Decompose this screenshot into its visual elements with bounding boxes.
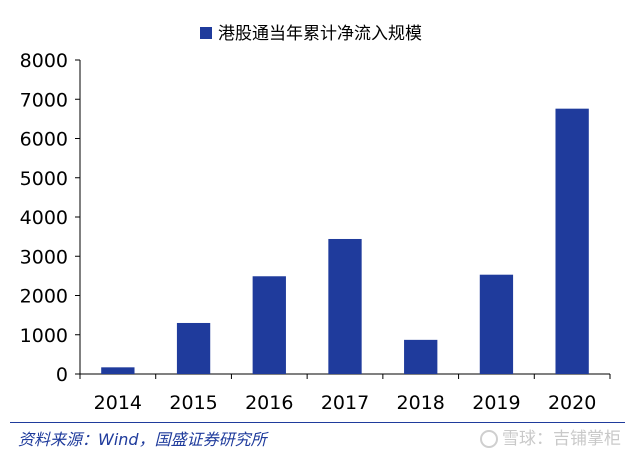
bar-2016: [252, 276, 286, 374]
y-tick-label: 5000: [20, 168, 68, 190]
watermark: 雪球：吉铺掌柜: [480, 424, 621, 449]
y-tick-label: 4000: [20, 207, 68, 229]
bar-2014: [101, 367, 135, 374]
x-tick-label: 2016: [245, 392, 293, 414]
y-axis: 0 1000 2000 3000 4000 5000 6000 7000 8000: [20, 50, 81, 386]
bar-2018: [404, 339, 438, 374]
bar-chart: 港股通当年累计净流入规模 0 1000 2000 3000 4000 5000 6000 70…: [20, 24, 611, 414]
x-tick-label: 2019: [472, 392, 520, 414]
bar-2020: [555, 108, 589, 375]
x-tick-label: 2014: [94, 392, 142, 414]
x-tick-label: 2017: [321, 392, 369, 414]
bars: [101, 108, 589, 375]
bar-2015: [176, 322, 211, 374]
y-tick-label: 8000: [20, 50, 68, 72]
source-note: 资料来源：Wind，国盛证券研究所: [18, 430, 267, 449]
x-tick-label: 2020: [548, 392, 596, 414]
legend-swatch: [200, 27, 212, 39]
legend-label: 港股通当年累计净流入规模: [218, 24, 422, 44]
y-tick-label: 0: [56, 364, 68, 386]
bar-2017: [328, 238, 362, 374]
x-tick-label: 2018: [397, 392, 445, 414]
watermark-text: 雪球：吉铺掌柜: [502, 429, 621, 449]
y-tick-label: 2000: [20, 286, 68, 308]
y-tick-label: 6000: [20, 129, 68, 151]
bar-2019: [479, 274, 514, 374]
footer-divider: [10, 422, 625, 423]
y-tick-label: 3000: [20, 246, 68, 268]
y-tick-label: 1000: [20, 325, 68, 347]
legend: 港股通当年累计净流入规模: [200, 24, 422, 44]
x-tick-label: 2015: [169, 392, 217, 414]
snowball-logo-icon: [480, 430, 498, 448]
x-axis: 2014 2015 2016 2017 2018 2019 2020: [79, 373, 611, 414]
y-tick-label: 7000: [20, 89, 68, 111]
